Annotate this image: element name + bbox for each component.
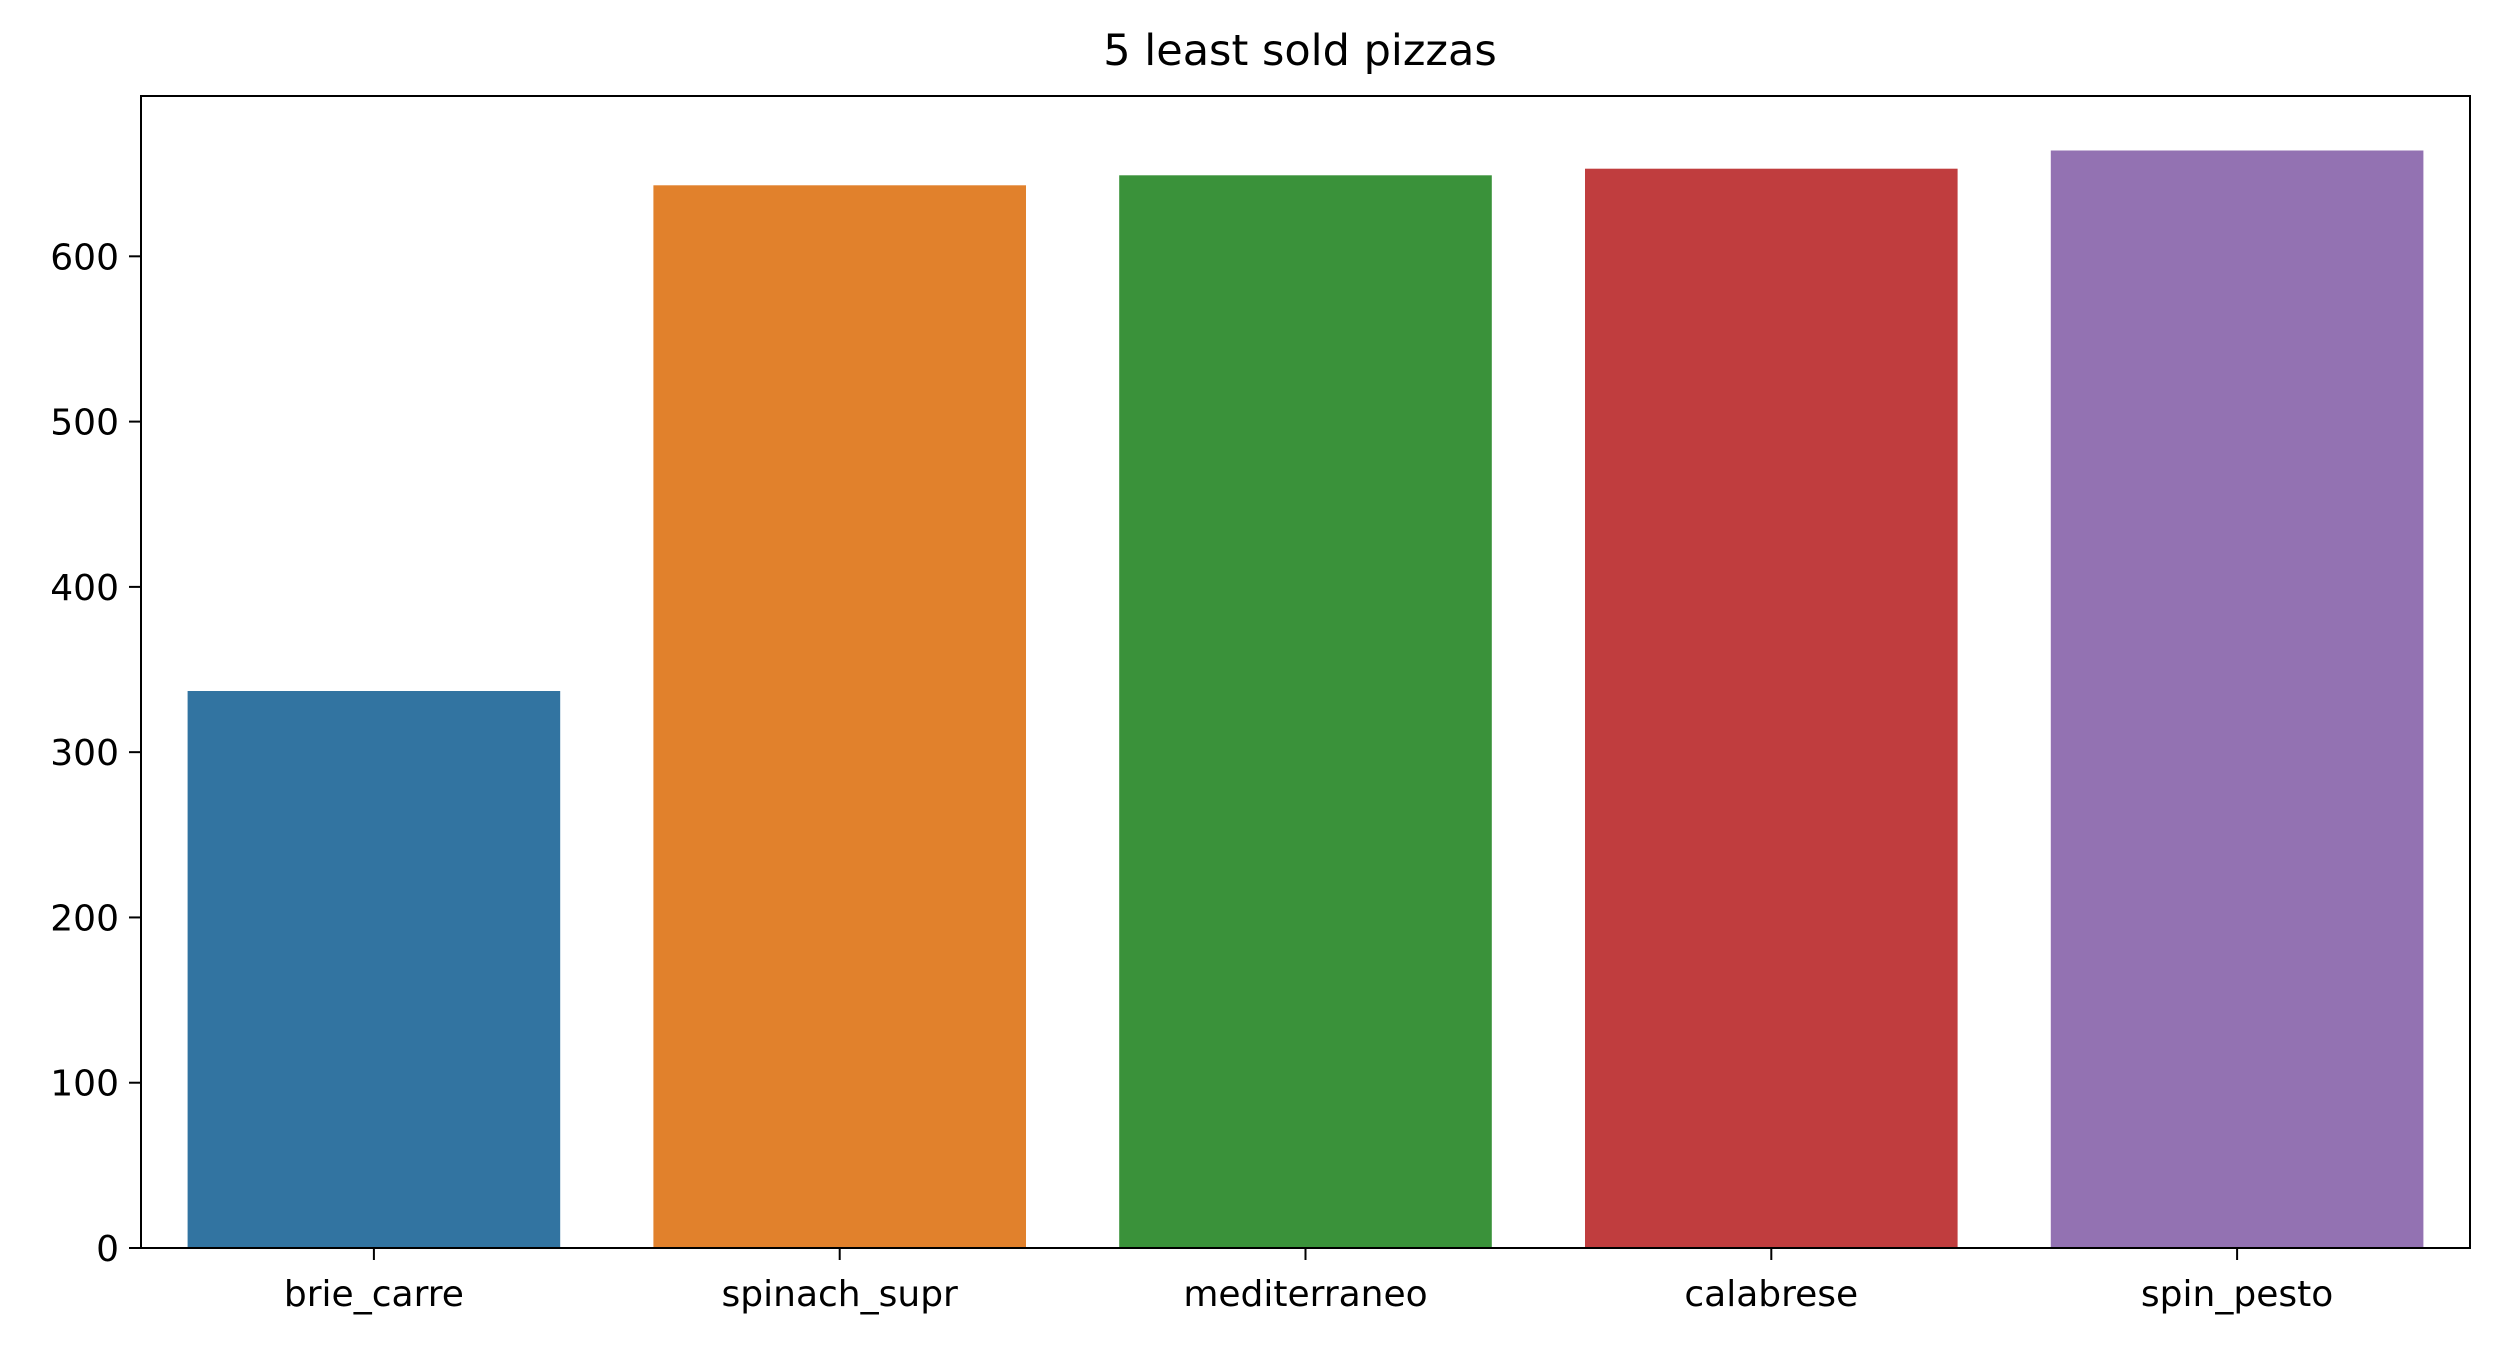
x-tick-label-spinach_supr: spinach_supr: [722, 1274, 959, 1315]
bar-spinach_supr: [653, 185, 1026, 1248]
plot-area: 0 100 200 300 400 500 600 brie_carre spinach_sup…: [50, 95, 2471, 1315]
x-tick-label-mediterraneo: mediterraneo: [1183, 1274, 1427, 1315]
y-tick-label: 300: [50, 733, 119, 774]
x-tick-label-calabrese: calabrese: [1684, 1274, 1858, 1315]
y-tick-label: 600: [50, 237, 119, 278]
bar-mediterraneo: [1119, 175, 1492, 1248]
bar-spin_pesto: [2050, 150, 2424, 1248]
bar-brie_carre: [187, 691, 561, 1248]
y-tick-label: 400: [50, 568, 119, 609]
x-tick-label-spin_pesto: spin_pesto: [2141, 1274, 2333, 1315]
y-tick-label: 100: [50, 1064, 119, 1105]
y-tick-label: 200: [50, 898, 119, 939]
y-tick-label: 500: [50, 403, 119, 444]
x-tick-label-brie_carre: brie_carre: [284, 1274, 464, 1315]
bar-calabrese: [1585, 168, 1958, 1249]
chart-title: 5 least sold pizzas: [1103, 26, 1496, 76]
y-tick-label: 0: [96, 1229, 119, 1270]
